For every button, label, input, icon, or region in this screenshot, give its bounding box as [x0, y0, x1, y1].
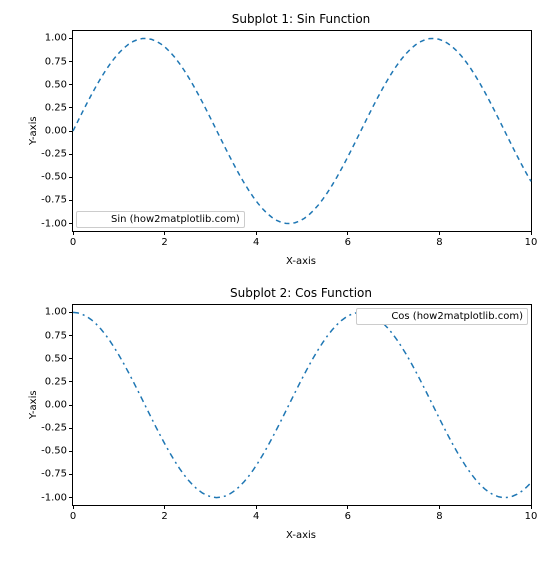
subplot-cos: Subplot 2: Cos Function Y-axis Cos (how2… [0, 304, 560, 564]
ytick [69, 358, 73, 359]
x-axis-label: X-axis [72, 256, 530, 267]
ytick [69, 428, 73, 429]
legend: Cos (how2matplotlib.com) [356, 308, 528, 325]
xtick-label: 6 [345, 237, 351, 248]
ytick [69, 38, 73, 39]
xtick [73, 231, 74, 235]
xtick-label: 4 [253, 511, 259, 522]
ytick-label: 0.25 [35, 376, 67, 387]
ytick-label: -0.25 [35, 149, 67, 160]
sin-curve [73, 31, 531, 231]
xtick [347, 505, 348, 509]
ytick-label: 0.75 [35, 56, 67, 67]
xtick-label: 10 [525, 237, 538, 248]
subplot-sin: Subplot 1: Sin Function Y-axis Sin (how2… [0, 30, 560, 290]
xtick-label: 2 [161, 237, 167, 248]
ytick-label: 0.25 [35, 102, 67, 113]
ytick-label: 1.00 [35, 307, 67, 318]
plot-area: Sin (how2matplotlib.com) 0246810-1.00-0.… [72, 30, 532, 232]
xtick [73, 505, 74, 509]
ytick [69, 312, 73, 313]
xtick-label: 0 [70, 237, 76, 248]
xtick-label: 6 [345, 511, 351, 522]
xtick [164, 231, 165, 235]
xtick-label: 8 [436, 237, 442, 248]
subplot-title: Subplot 2: Cos Function [72, 286, 530, 300]
ytick-label: 0.50 [35, 353, 67, 364]
ytick [69, 84, 73, 85]
ytick [69, 154, 73, 155]
plot-area: Cos (how2matplotlib.com) 0246810-1.00-0.… [72, 304, 532, 506]
xtick [347, 231, 348, 235]
cos-curve [73, 305, 531, 505]
ytick-label: -1.00 [35, 218, 67, 229]
xtick [164, 505, 165, 509]
ytick-label: 1.00 [35, 33, 67, 44]
x-axis-label: X-axis [72, 530, 530, 541]
ytick [69, 497, 73, 498]
ytick [69, 381, 73, 382]
ytick-label: -0.50 [35, 446, 67, 457]
ytick [69, 451, 73, 452]
xtick [256, 231, 257, 235]
xtick [439, 231, 440, 235]
ytick [69, 405, 73, 406]
ytick [69, 61, 73, 62]
ytick [69, 107, 73, 108]
ytick-label: -0.50 [35, 172, 67, 183]
legend: Sin (how2matplotlib.com) [76, 211, 245, 228]
ytick [69, 200, 73, 201]
ytick [69, 177, 73, 178]
ytick [69, 223, 73, 224]
xtick [531, 505, 532, 509]
xtick [256, 505, 257, 509]
legend-label: Sin (how2matplotlib.com) [111, 214, 240, 225]
ytick [69, 131, 73, 132]
xtick-label: 10 [525, 511, 538, 522]
ytick [69, 474, 73, 475]
ytick-label: 0.75 [35, 330, 67, 341]
ytick-label: -0.75 [35, 469, 67, 480]
xtick [439, 505, 440, 509]
xtick-label: 4 [253, 237, 259, 248]
ytick-label: -1.00 [35, 492, 67, 503]
ytick-label: 0.50 [35, 79, 67, 90]
figure: Subplot 1: Sin Function Y-axis Sin (how2… [0, 0, 560, 560]
legend-label: Cos (how2matplotlib.com) [391, 311, 523, 322]
subplot-title: Subplot 1: Sin Function [72, 12, 530, 26]
ytick-label: 0.00 [35, 126, 67, 137]
xtick-label: 8 [436, 511, 442, 522]
ytick [69, 335, 73, 336]
ytick-label: -0.25 [35, 423, 67, 434]
xtick [531, 231, 532, 235]
ytick-label: -0.75 [35, 195, 67, 206]
xtick-label: 0 [70, 511, 76, 522]
ytick-label: 0.00 [35, 400, 67, 411]
xtick-label: 2 [161, 511, 167, 522]
